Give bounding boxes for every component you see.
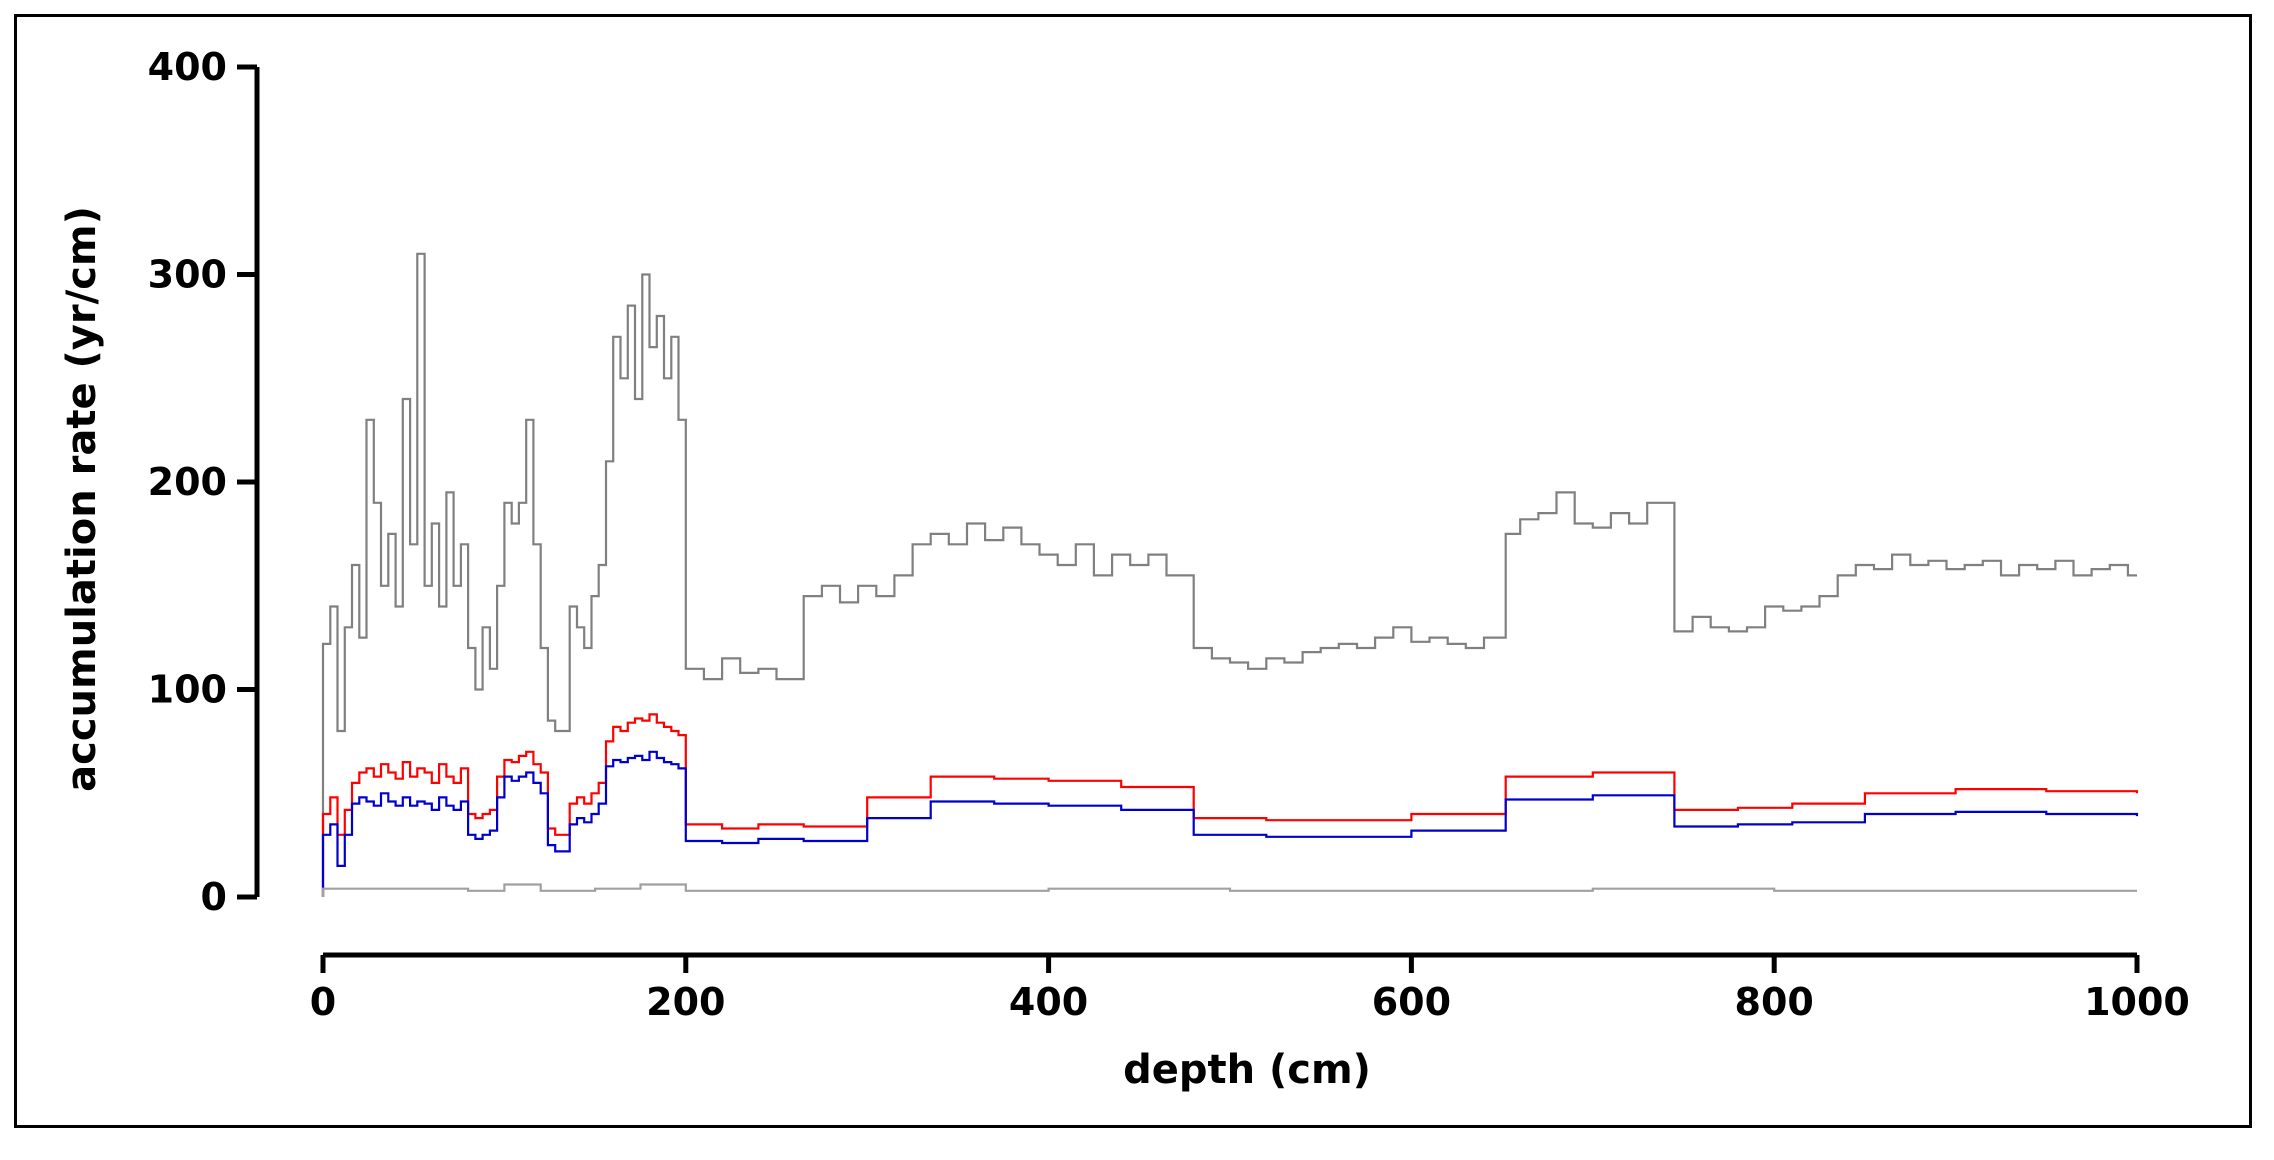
y-tick-label: 300 <box>148 253 227 297</box>
series-layer <box>321 252 2139 897</box>
x-tick-label: 0 <box>310 980 336 1024</box>
x-tick-label: 200 <box>646 980 725 1024</box>
series-line-2 <box>321 713 2139 897</box>
x-tick-label: 600 <box>1372 980 1451 1024</box>
y-tick-label: 100 <box>148 668 227 712</box>
series-line-1 <box>321 252 2137 897</box>
y-axis-title: accumulation rate (yr/cm) <box>59 206 105 792</box>
x-tick-label: 1000 <box>2084 980 2190 1024</box>
chart-frame: 0 100 200 300 400 0 200 400 600 800 1000 accumulat… <box>14 14 2252 1128</box>
axes-layer: 0 100 200 300 400 0 200 400 600 800 1000 <box>148 45 2190 1024</box>
accumulation-rate-chart: 0 100 200 300 400 0 200 400 600 800 1000 accumulat… <box>59 45 2190 1093</box>
y-tick-label: 200 <box>148 460 227 504</box>
x-axis-title: depth (cm) <box>1123 1047 1371 1093</box>
x-tick-label: 800 <box>1735 980 1814 1024</box>
y-tick-label: 0 <box>201 875 227 919</box>
y-tick-label: 400 <box>148 45 227 89</box>
series-line-3 <box>321 750 2139 897</box>
series-line-4 <box>321 883 2137 897</box>
x-tick-label: 400 <box>1009 980 1088 1024</box>
